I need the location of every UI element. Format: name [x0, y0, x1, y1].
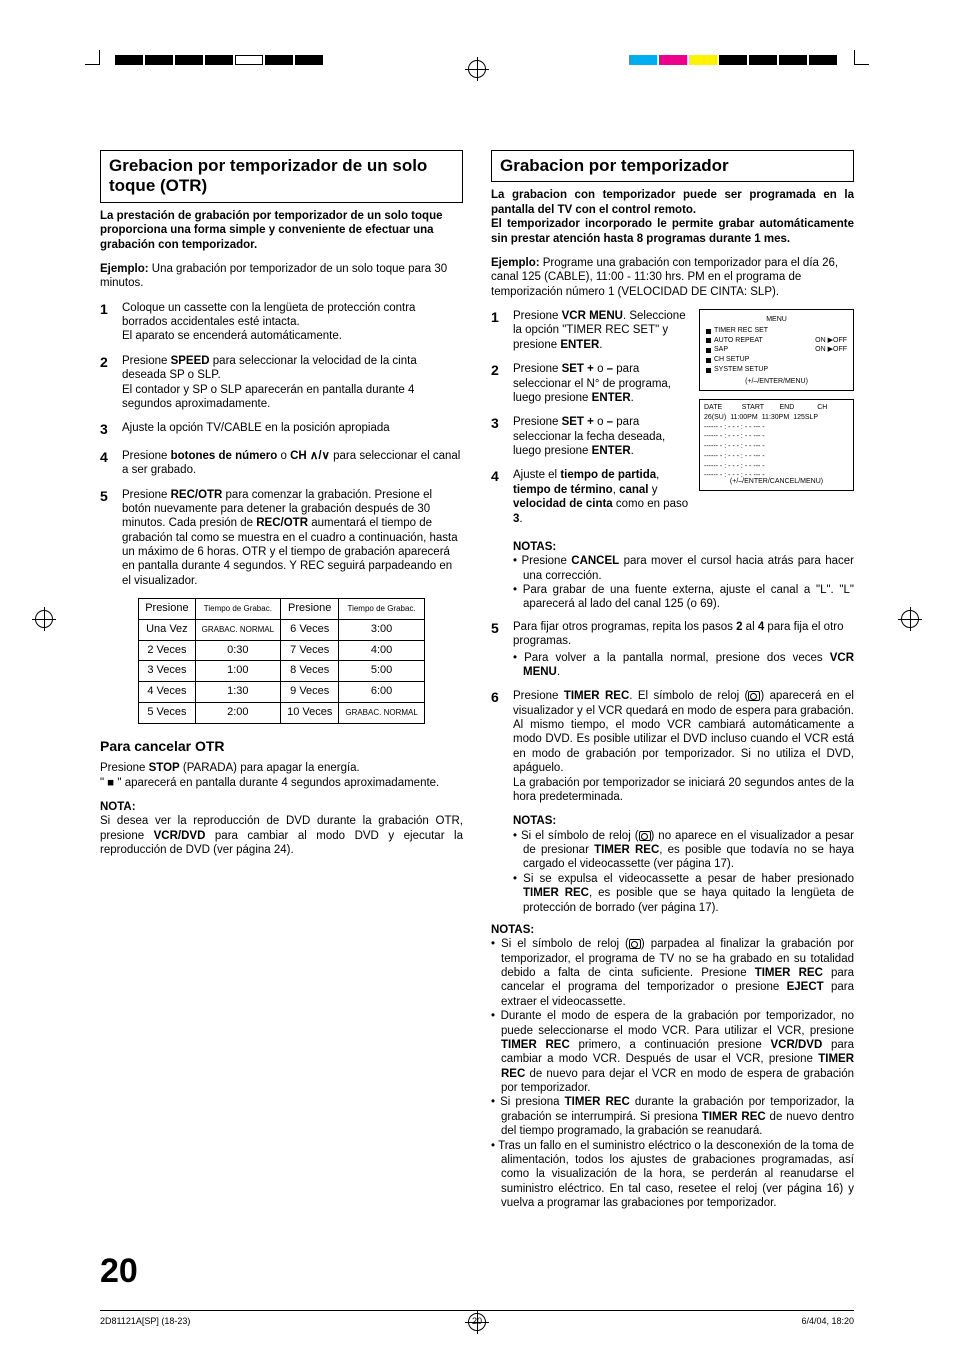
crop-mark — [85, 50, 100, 65]
nota-head: NOTA: — [100, 800, 463, 814]
cancel-otr-title: Para cancelar OTR — [100, 738, 463, 756]
footer-left: 2D81121A[SP] (18-23) — [100, 1316, 190, 1326]
clock-icon — [748, 691, 760, 701]
cancel-otr-text: Presione STOP (PARADA) para apagar la en… — [100, 761, 463, 790]
step-5: 5Para fijar otros programas, repita los … — [491, 620, 854, 680]
notas1-list: Presione CANCEL para mover el cursol hac… — [513, 554, 854, 612]
color-bar-right — [629, 55, 839, 65]
notas2-list: Si el símbolo de reloj () no aparece en … — [513, 829, 854, 915]
left-column: Grebacion por temporizador de un solo to… — [100, 150, 463, 1210]
intro-otr: La prestación de grabación por temporiza… — [100, 209, 463, 252]
notas-block-1: NOTAS: Presione CANCEL para mover el cur… — [491, 540, 854, 612]
registration-mark — [468, 60, 486, 78]
crop-mark — [854, 50, 869, 65]
clock-icon — [629, 939, 641, 949]
example-timer: Ejemplo: Programe una grabación con temp… — [491, 256, 854, 299]
notas1-head: NOTAS: — [513, 540, 854, 554]
menu-osd-figure: MENUTIMER REC SETAUTO REPEATON ▶OFFSAPON… — [699, 309, 854, 391]
notas3-head: NOTAS: — [491, 923, 854, 937]
schedule-osd-figure: DATESTARTENDCH26(SU)11:00PM11:30PM125SLP… — [699, 399, 854, 491]
figures: MENUTIMER REC SETAUTO REPEATON ▶OFFSAPON… — [699, 309, 854, 536]
timer-steps-1-4: 1Presione VCR MENU. Seleccione la opción… — [491, 309, 691, 536]
page-content: Grebacion por temporizador de un solo to… — [100, 150, 854, 1210]
notas-block-2: NOTAS: Si el símbolo de reloj () no apar… — [491, 814, 854, 915]
right-column: Grabacion por temporizador La grabacion … — [491, 150, 854, 1210]
footer-right: 6/4/04, 18:20 — [801, 1316, 854, 1326]
notas-block-3: NOTAS: Si el símbolo de reloj () parpade… — [491, 923, 854, 1211]
steps-1-4-block: 1Presione VCR MENU. Seleccione la opción… — [491, 309, 854, 536]
clock-icon — [639, 831, 651, 841]
registration-mark — [35, 610, 53, 628]
registration-mark — [901, 610, 919, 628]
intro-timer: La grabacion con temporizador puede ser … — [491, 188, 854, 246]
example-otr: Ejemplo: Una grabación por temporizador … — [100, 262, 463, 291]
color-bar-left — [115, 55, 325, 65]
footer-center: 20 — [472, 1316, 482, 1326]
otr-table: PresioneTiempo de Grabac.PresioneTiempo … — [138, 598, 425, 724]
step5-bullet: Para volver a la pantalla normal, presio… — [513, 651, 854, 680]
nota-text: Si desea ver la reproducción de DVD dura… — [100, 814, 463, 857]
step-6: 6Presione TIMER REC. El símbolo de reloj… — [491, 689, 854, 804]
section-title-otr: Grebacion por temporizador de un solo to… — [100, 150, 463, 203]
notas3-list: Si el símbolo de reloj () parpadea al fi… — [491, 937, 854, 1210]
page-number: 20 — [100, 1252, 138, 1291]
timer-steps-5-6: 5Para fijar otros programas, repita los … — [491, 620, 854, 805]
footer-rule — [100, 1310, 854, 1311]
otr-steps: 1Coloque un cassette con la lengüeta de … — [100, 301, 463, 589]
notas2-head: NOTAS: — [513, 814, 854, 828]
section-title-timer: Grabacion por temporizador — [491, 150, 854, 182]
